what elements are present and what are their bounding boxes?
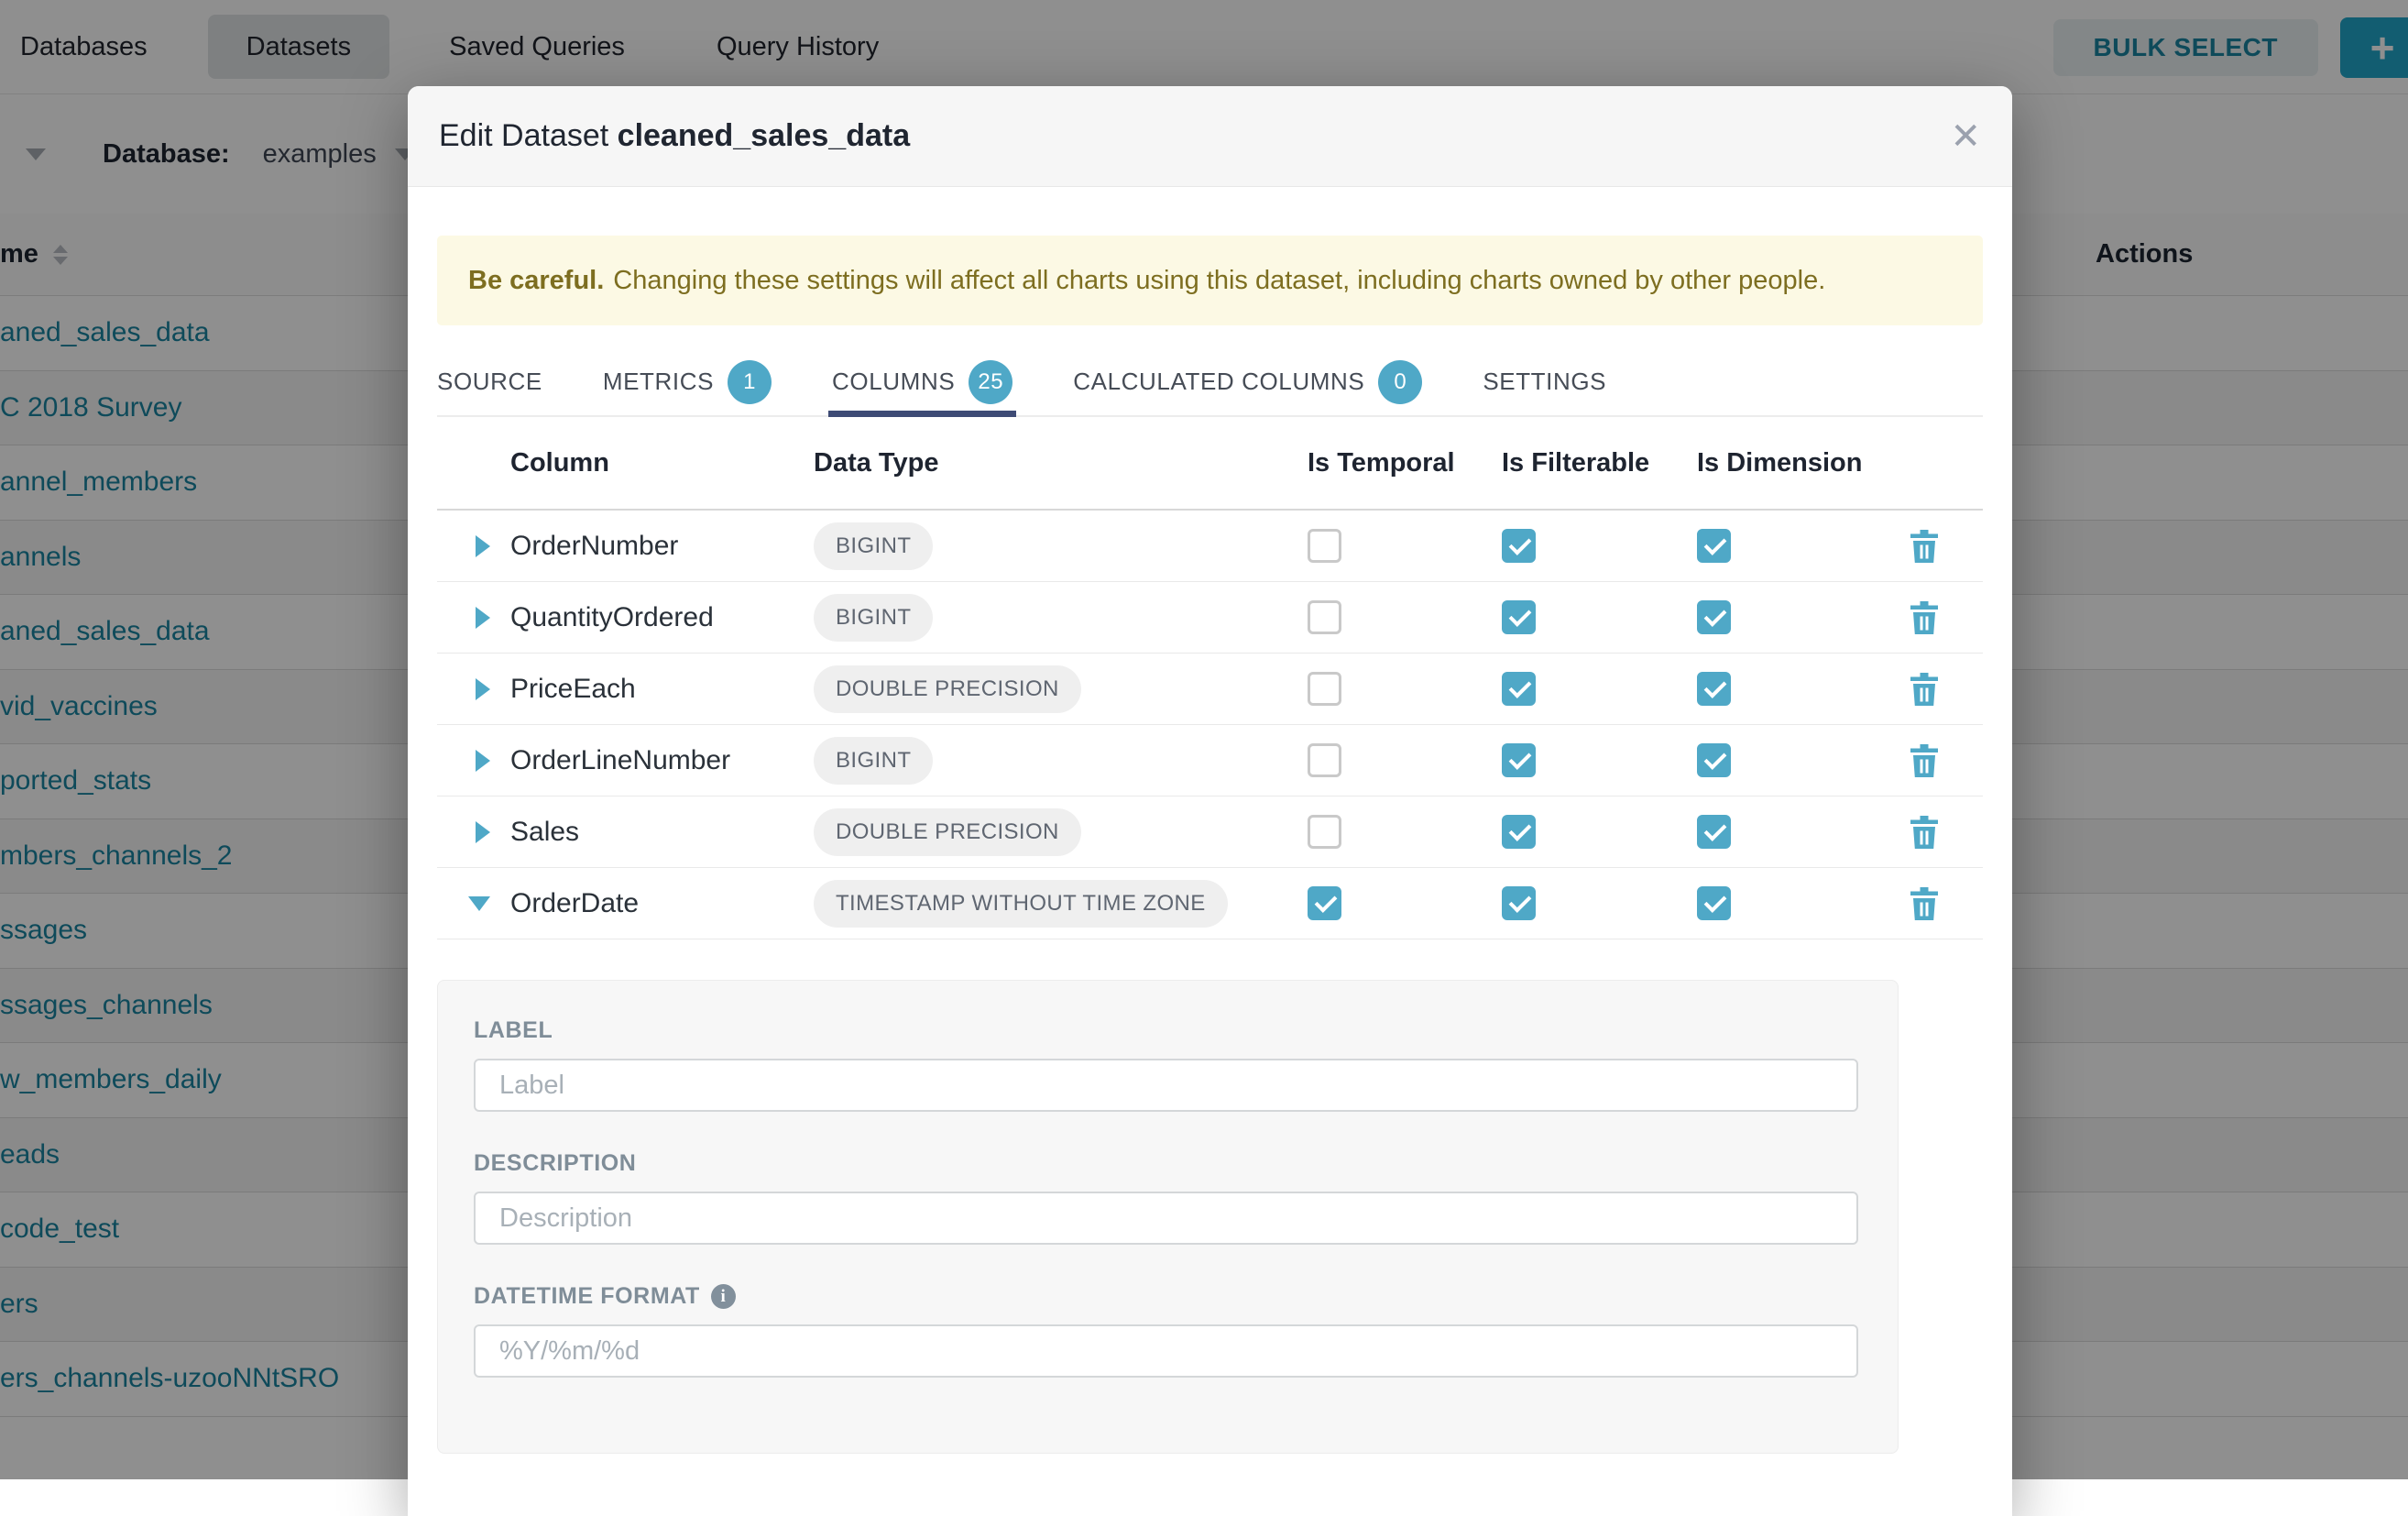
column-row-sales: Sales DOUBLE PRECISION <box>437 796 1983 868</box>
expand-caret-icon[interactable] <box>476 821 490 843</box>
field-label-text: LABEL <box>474 1017 553 1044</box>
expand-caret-icon[interactable] <box>476 535 490 557</box>
column-row-quantityordered: QuantityOrdered BIGINT <box>437 582 1983 654</box>
columns-table-header: Column Data Type Is Temporal Is Filterab… <box>437 417 1983 511</box>
modal-title-dataset-name: cleaned_sales_data <box>618 118 910 153</box>
data-type-pill: BIGINT <box>814 522 933 570</box>
header-is-filterable: Is Filterable <box>1502 448 1697 478</box>
column-name: OrderDate <box>510 888 814 919</box>
header-is-dimension: Is Dimension <box>1697 448 1908 478</box>
is-filterable-checkbox[interactable] <box>1502 743 1536 777</box>
column-row-orderlinenumber: OrderLineNumber BIGINT <box>437 725 1983 796</box>
is-dimension-checkbox[interactable] <box>1697 815 1731 849</box>
header-data-type: Data Type <box>814 448 1308 478</box>
is-temporal-checkbox[interactable] <box>1308 886 1341 920</box>
warning-banner: Be careful. Changing these settings will… <box>437 236 1983 325</box>
header-column: Column <box>510 448 814 478</box>
tab-source[interactable]: SOURCE <box>437 348 542 415</box>
tab-columns[interactable]: COLUMNS 25 <box>832 348 1012 415</box>
header-is-temporal: Is Temporal <box>1308 448 1502 478</box>
modal-body: Be careful. Changing these settings will… <box>408 236 2012 1454</box>
is-temporal-checkbox[interactable] <box>1308 815 1341 849</box>
modal-title: Edit Dataset cleaned_sales_data <box>439 118 910 154</box>
close-icon[interactable]: ✕ <box>1950 118 1981 155</box>
is-temporal-checkbox[interactable] <box>1308 600 1341 634</box>
field-label-text: DATETIME FORMAT <box>474 1283 700 1310</box>
description-field-label: DESCRIPTION <box>474 1150 1862 1177</box>
tab-label: SOURCE <box>437 368 542 396</box>
data-type-pill: DOUBLE PRECISION <box>814 808 1081 856</box>
datetime-format-input[interactable] <box>474 1324 1858 1378</box>
tab-settings[interactable]: SETTINGS <box>1483 348 1606 415</box>
delete-column-button[interactable] <box>1908 885 1941 922</box>
column-row-ordernumber: OrderNumber BIGINT <box>437 511 1983 582</box>
expand-caret-icon[interactable] <box>476 750 490 772</box>
column-detail-panel: LABEL DESCRIPTION DATETIME FORMAT i <box>437 980 1899 1454</box>
delete-column-button[interactable] <box>1908 814 1941 851</box>
expand-caret-icon[interactable] <box>476 678 490 700</box>
is-filterable-checkbox[interactable] <box>1502 529 1536 563</box>
column-row-orderdate: OrderDate TIMESTAMP WITHOUT TIME ZONE <box>437 868 1983 939</box>
data-type-pill: DOUBLE PRECISION <box>814 665 1081 713</box>
metrics-count-badge: 1 <box>728 360 772 404</box>
is-temporal-checkbox[interactable] <box>1308 672 1341 706</box>
tab-metrics[interactable]: METRICS 1 <box>603 348 772 415</box>
delete-column-button[interactable] <box>1908 599 1941 636</box>
columns-count-badge: 25 <box>969 360 1012 404</box>
modal-title-prefix: Edit Dataset <box>439 118 608 153</box>
modal-header: Edit Dataset cleaned_sales_data ✕ <box>408 86 2012 187</box>
data-type-pill: BIGINT <box>814 737 933 785</box>
is-filterable-checkbox[interactable] <box>1502 815 1536 849</box>
trash-icon <box>1908 528 1941 565</box>
column-name: Sales <box>510 817 814 848</box>
trash-icon <box>1908 671 1941 708</box>
column-row-priceeach: PriceEach DOUBLE PRECISION <box>437 654 1983 725</box>
delete-column-button[interactable] <box>1908 528 1941 565</box>
tab-label: COLUMNS <box>832 368 955 396</box>
description-input[interactable] <box>474 1192 1858 1245</box>
warning-bold-text: Be careful. <box>468 266 604 296</box>
warning-text: Changing these settings will affect all … <box>613 266 1825 296</box>
is-filterable-checkbox[interactable] <box>1502 886 1536 920</box>
is-dimension-checkbox[interactable] <box>1697 529 1731 563</box>
is-temporal-checkbox[interactable] <box>1308 743 1341 777</box>
column-name: OrderNumber <box>510 531 814 562</box>
collapse-caret-icon[interactable] <box>468 896 490 911</box>
is-filterable-checkbox[interactable] <box>1502 600 1536 634</box>
datetime-format-field-label: DATETIME FORMAT i <box>474 1283 1862 1310</box>
tab-calculated-columns[interactable]: CALCULATED COLUMNS 0 <box>1073 348 1422 415</box>
modal-tabs: SOURCE METRICS 1 COLUMNS 25 CALCULATED C… <box>437 348 1983 417</box>
delete-column-button[interactable] <box>1908 671 1941 708</box>
column-name: OrderLineNumber <box>510 745 814 776</box>
tab-label: METRICS <box>603 368 714 396</box>
trash-icon <box>1908 885 1941 922</box>
edit-dataset-modal: Edit Dataset cleaned_sales_data ✕ Be car… <box>408 86 2012 1516</box>
is-dimension-checkbox[interactable] <box>1697 886 1731 920</box>
calculated-columns-count-badge: 0 <box>1378 360 1422 404</box>
is-dimension-checkbox[interactable] <box>1697 600 1731 634</box>
label-input[interactable] <box>474 1059 1858 1112</box>
is-dimension-checkbox[interactable] <box>1697 743 1731 777</box>
tab-label: SETTINGS <box>1483 368 1606 396</box>
field-label-text: DESCRIPTION <box>474 1150 636 1177</box>
is-filterable-checkbox[interactable] <box>1502 672 1536 706</box>
column-name: PriceEach <box>510 674 814 705</box>
trash-icon <box>1908 599 1941 636</box>
delete-column-button[interactable] <box>1908 742 1941 779</box>
expand-caret-icon[interactable] <box>476 607 490 629</box>
trash-icon <box>1908 742 1941 779</box>
tab-label: CALCULATED COLUMNS <box>1073 368 1364 396</box>
trash-icon <box>1908 814 1941 851</box>
is-dimension-checkbox[interactable] <box>1697 672 1731 706</box>
is-temporal-checkbox[interactable] <box>1308 529 1341 563</box>
data-type-pill: TIMESTAMP WITHOUT TIME ZONE <box>814 880 1228 928</box>
label-field-label: LABEL <box>474 1017 1862 1044</box>
data-type-pill: BIGINT <box>814 594 933 642</box>
info-icon[interactable]: i <box>711 1284 736 1309</box>
column-name: QuantityOrdered <box>510 602 814 633</box>
